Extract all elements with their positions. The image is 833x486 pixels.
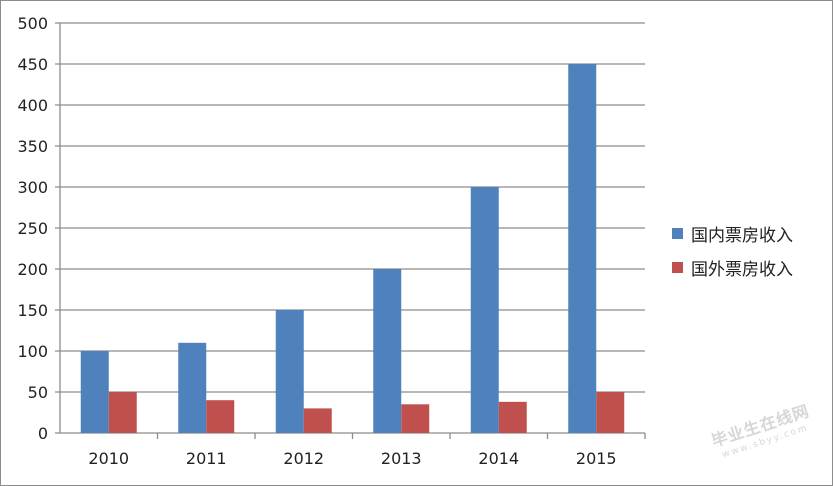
x-tick-label: 2014 <box>478 449 519 468</box>
legend-label-foreign: 国外票房收入 <box>691 259 793 280</box>
x-tick-label: 2015 <box>576 449 617 468</box>
y-axis-ticks: 0 50 100 150 200 250 300 350 400 450 500 <box>17 14 48 443</box>
gridlines <box>55 22 645 434</box>
legend-swatch-domestic <box>672 227 683 239</box>
bar-domestic-2014 <box>470 187 499 433</box>
legend: 国内票房收入 国外票房收入 <box>672 216 793 284</box>
y-tick-label: 50 <box>28 383 48 402</box>
bar-domestic-2013 <box>373 269 402 433</box>
y-tick-label: 500 <box>17 14 48 33</box>
x-tick-label: 2013 <box>381 449 422 468</box>
bar-domestic-2012 <box>275 310 304 433</box>
x-axis-ticks: 2010 2011 2012 2013 2014 2015 <box>88 433 646 468</box>
bar-foreign-2011 <box>206 400 235 433</box>
y-tick-label: 300 <box>17 178 48 197</box>
legend-item-foreign: 国外票房收入 <box>672 250 793 284</box>
bar-domestic-2011 <box>178 342 207 433</box>
y-tick-label: 350 <box>17 137 48 156</box>
legend-label-domestic: 国内票房收入 <box>691 225 793 246</box>
bar-foreign-2010 <box>108 392 137 433</box>
x-tick-label: 2010 <box>88 449 129 468</box>
y-tick-label: 100 <box>17 342 48 361</box>
bar-foreign-2013 <box>401 404 430 433</box>
bar-foreign-2014 <box>498 401 527 433</box>
y-tick-label: 450 <box>17 55 48 74</box>
bar-foreign-2012 <box>303 408 332 433</box>
y-tick-label: 0 <box>38 424 48 443</box>
y-tick-label: 150 <box>17 301 48 320</box>
bar-foreign-2015 <box>596 392 625 433</box>
y-tick-label: 200 <box>17 260 48 279</box>
legend-item-domestic: 国内票房收入 <box>672 216 793 250</box>
bars <box>80 64 625 433</box>
x-tick-label: 2011 <box>186 449 227 468</box>
bar-domestic-2015 <box>568 64 597 433</box>
bar-domestic-2010 <box>80 351 109 433</box>
y-tick-label: 250 <box>17 219 48 238</box>
y-tick-label: 400 <box>17 96 48 115</box>
x-tick-label: 2012 <box>283 449 324 468</box>
legend-swatch-foreign <box>672 261 683 273</box>
